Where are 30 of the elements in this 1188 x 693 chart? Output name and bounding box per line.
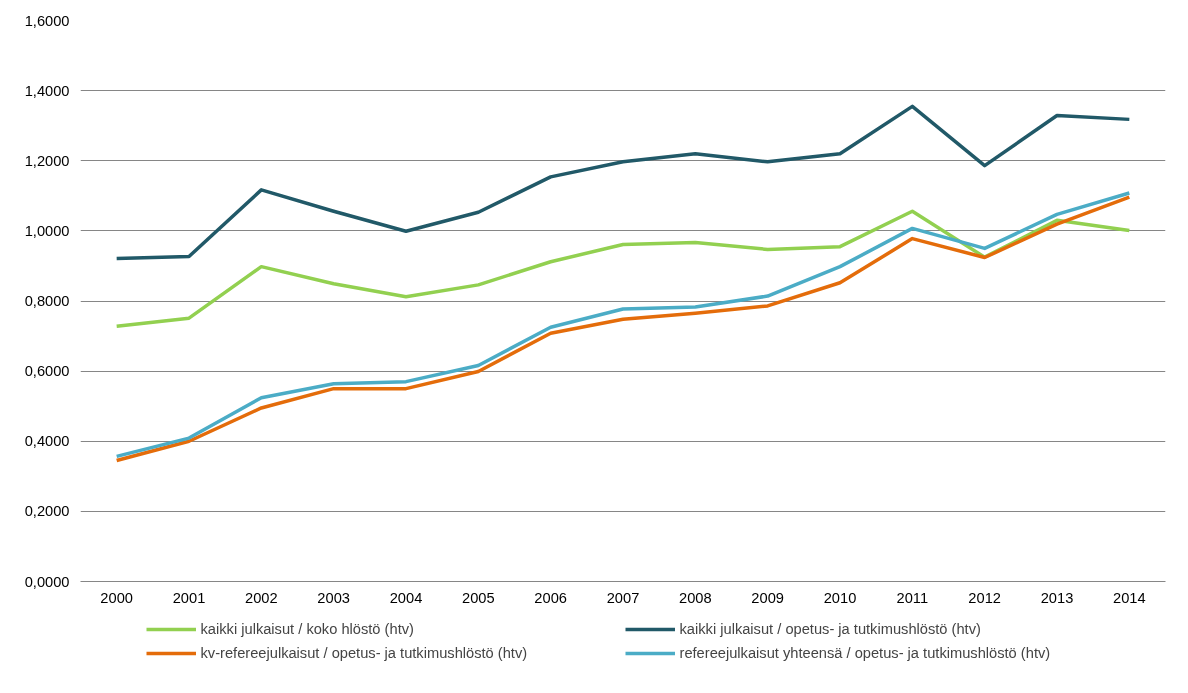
x-tick-label: 2013 (1040, 589, 1074, 606)
x-tick-label: 2007 (606, 589, 640, 606)
y-tick-label: 0,0000 (24, 573, 70, 590)
x-tick-label: 2010 (823, 589, 857, 606)
y-tick-label: 1,4000 (24, 82, 70, 99)
y-tick-label: 0,2000 (24, 503, 70, 520)
x-tick-label: 2014 (1113, 589, 1146, 606)
x-tick-label: 2002 (245, 589, 278, 606)
y-tick-label: 0,8000 (24, 293, 70, 309)
x-tick-label: 2006 (534, 589, 567, 606)
y-tick-label: 1,2000 (24, 152, 70, 169)
legend-label: kaikki julkaisut / opetus- ja tutkimushlöstö (htv) (679, 621, 982, 637)
line-series (114, 209, 1132, 328)
line-series (114, 104, 1132, 261)
y-tick-label: 1,0000 (24, 222, 70, 239)
x-tick-label: 2008 (679, 589, 712, 606)
x-tick-label: 2011 (896, 589, 929, 606)
x-tick-label: 2012 (968, 589, 1001, 606)
x-tick-label: 2003 (317, 589, 350, 606)
x-tick-label: 2001 (172, 589, 206, 606)
y-tick-label: 1,6000 (24, 12, 70, 29)
x-tick-label: 2005 (462, 589, 495, 606)
x-tick-label: 2004 (389, 589, 423, 606)
legend-label: kaikki julkaisut / koko hlöstö (htv) (200, 621, 415, 637)
y-tick-label: 0,4000 (24, 433, 70, 450)
legend-label: refereejulkaisut yhteensä / opetus- ja tutkimushlöstö (htv) (679, 645, 1052, 661)
legend-label: kv-refereejulkaisut / opetus- ja tutkimushlöstö (htv) (200, 645, 529, 661)
x-tick-label: 2000 (100, 589, 133, 606)
x-tick-label: 2009 (751, 589, 784, 606)
y-tick-label: 0,6000 (24, 363, 70, 380)
